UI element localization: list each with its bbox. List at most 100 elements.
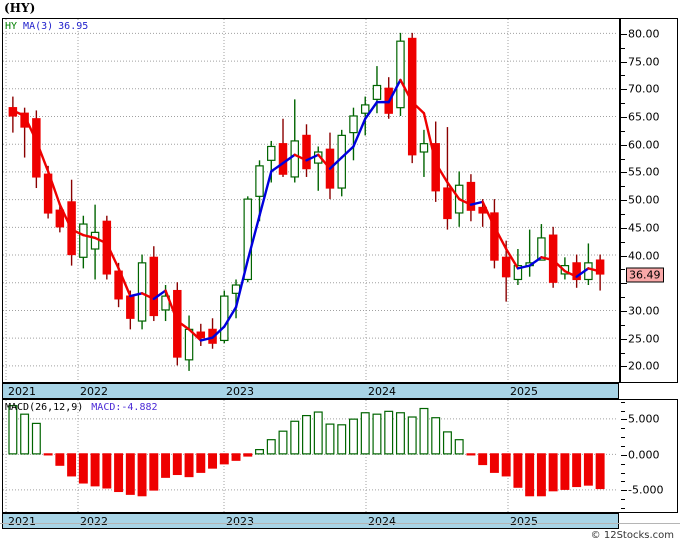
candlestick [572,262,581,281]
macd-bar [560,453,570,490]
candlestick [255,165,264,197]
macd-bar [290,420,300,455]
macd-bar [278,430,288,455]
price-axis-tick [621,47,625,49]
candlestick [290,140,299,178]
price-axis-label: 40.00 [628,249,660,263]
macd-bar [442,431,452,455]
candlestick [20,112,29,128]
price-axis-label: 80.00 [628,27,660,41]
candlestick [90,231,100,250]
current-price-flag: 36.49 [626,267,664,283]
price-axis-tick [621,158,625,160]
macd-bar [196,453,206,473]
macd-bar [172,453,182,476]
macd-plot-area[interactable] [3,400,619,512]
candlestick [595,259,605,275]
price-plot-area[interactable] [3,19,619,382]
price-axis-tick [621,172,627,174]
macd-bar [478,453,488,466]
price-axis-tick [621,75,625,77]
candlestick [537,237,546,261]
price-axis-tick [621,130,625,132]
macd-bar [595,453,605,490]
price-axis-tick [621,297,625,299]
candlestick [243,198,253,281]
price-axis-label: 45.00 [628,221,660,235]
macd-legend-label: MACD(26,12,9) [5,402,84,413]
macd-bar [572,453,582,488]
candlestick [55,209,65,228]
year-label: 2024 [368,385,396,398]
price-axis-tick [621,338,627,340]
price-axis-tick [621,241,625,243]
macd-bar [102,453,112,489]
price-axis-tick [621,283,627,285]
price-axis-label: 65.00 [628,110,660,124]
legend-ma-value: 36.95 [58,21,89,32]
year-label: 2021 [8,385,36,398]
macd-bar [325,423,335,455]
macd-bar [337,424,347,455]
macd-axis-tick [621,410,625,412]
candlestick [337,134,346,189]
candlestick [349,115,358,134]
candlestick [419,143,429,153]
page-title: (HY) [4,1,36,15]
price-axis-tick [621,269,625,271]
macd-bar [349,418,358,455]
price-axis-label: 50.00 [628,193,660,207]
macd-bar [395,412,405,455]
candlestick [267,145,276,161]
macd-bar [548,453,558,492]
macd-axis-tick [621,419,627,421]
candlestick [360,104,370,114]
price-axis: 80.00 75.00 70.00 65.00 60.00 55.00 50.00 45.00… [619,18,678,383]
candlestick [137,262,147,322]
macd-bar [419,407,429,455]
price-axis-tick [621,103,625,105]
candlestick [443,187,452,220]
macd-bar [384,410,394,455]
macd-bar [266,439,276,455]
price-axis-tick [621,116,627,118]
macd-legend: MACD(26,12,9) MACD:-4.882 [5,402,158,413]
candlestick [278,143,288,175]
macd-axis-label: 0.000 [628,448,660,462]
candlestick [126,295,135,319]
legend-ma-label: MA(3) [23,21,54,32]
candlestick [302,134,311,170]
macd-bar [125,453,135,495]
macd-chart-panel[interactable] [2,399,619,513]
macd-axis-tick [621,490,627,492]
macd-bar [466,453,476,456]
candlestick [184,328,194,361]
candlestick [220,295,229,342]
macd-bar [489,453,499,473]
candlestick [466,181,476,211]
macd-bar [583,453,593,486]
macd-bar [454,439,464,455]
price-axis-spine [619,19,621,382]
macd-bar [513,453,523,488]
footer-divider [0,523,680,524]
macd-bar [67,453,77,477]
macd-bar [161,453,171,478]
macd-bar [536,453,546,497]
macd-bar [219,453,229,465]
macd-bar [78,453,88,484]
macd-axis-tick [621,499,625,501]
price-chart-panel[interactable] [2,18,619,383]
year-label: 2023 [226,515,254,528]
macd-bar [525,453,535,497]
year-label: 2022 [80,385,108,398]
macd-bar [372,413,382,455]
macd-bar [43,453,53,456]
price-axis-tick [621,227,627,229]
macd-axis-tick [621,437,625,439]
macd-bar [208,453,218,469]
macd-axis-tick [621,472,625,474]
price-axis-label: 25.00 [628,332,660,346]
candlestick [396,40,405,109]
macd-axis-tick [621,401,625,403]
